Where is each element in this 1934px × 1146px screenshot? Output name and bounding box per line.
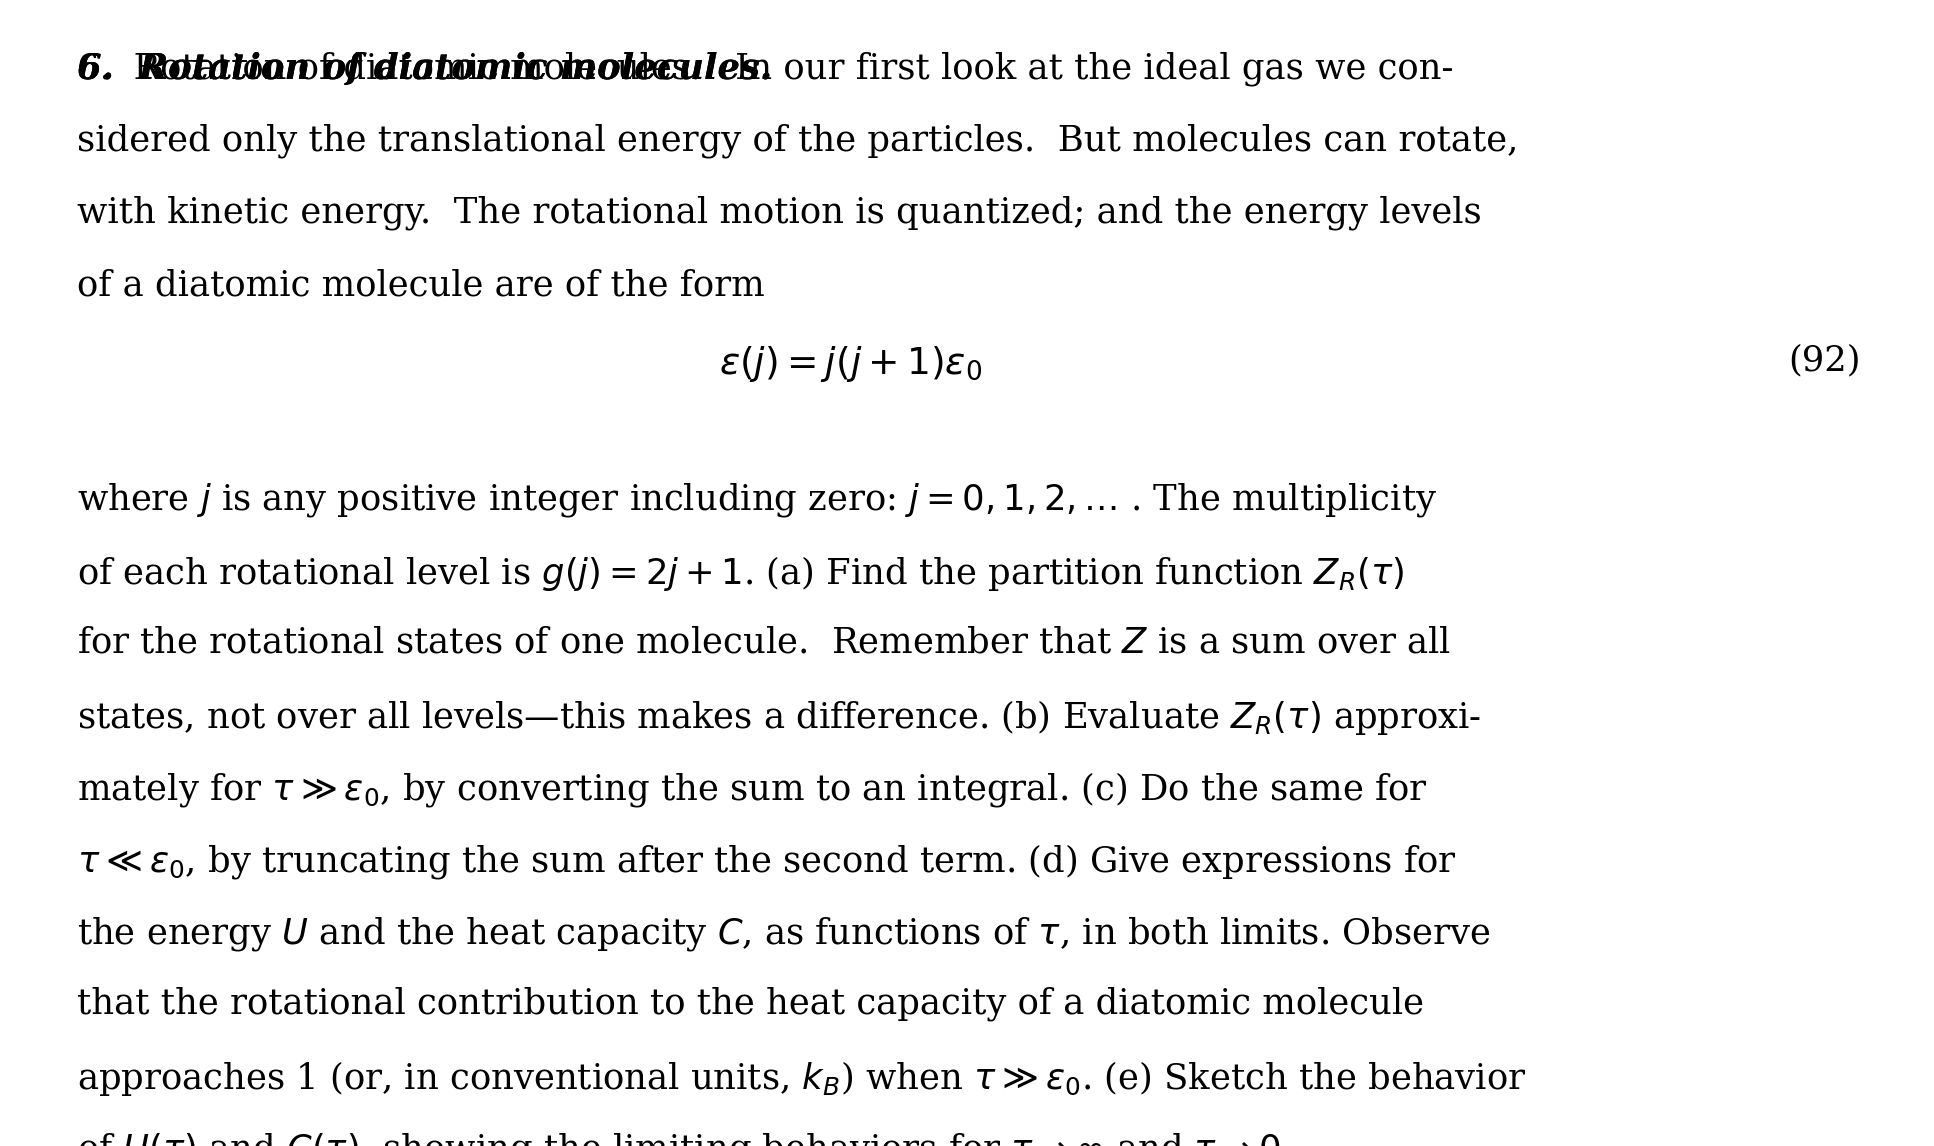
Text: for the rotational states of one molecule.  Remember that $Z$ is a sum over all: for the rotational states of one molecul… [77, 626, 1452, 660]
Text: the energy $U$ and the heat capacity $C$, as functions of $\tau$, in both limits: the energy $U$ and the heat capacity $C$… [77, 915, 1491, 952]
Text: $\tau \ll \varepsilon_0$, by truncating the sum after the second term. (d) Give : $\tau \ll \varepsilon_0$, by truncating … [77, 842, 1456, 881]
Text: 6.  Rotation of diatomic molecules.: 6. Rotation of diatomic molecules. [77, 52, 772, 86]
Text: mately for $\tau \gg \varepsilon_0$, by converting the sum to an integral. (c) D: mately for $\tau \gg \varepsilon_0$, by … [77, 770, 1427, 809]
Text: (92): (92) [1789, 344, 1861, 378]
Text: of $U(\tau)$ and $C(\tau)$, showing the limiting behaviors for $\tau \rightarrow: of $U(\tau)$ and $C(\tau)$, showing the … [77, 1131, 1292, 1146]
Text: sidered only the translational energy of the particles.  But molecules can rotat: sidered only the translational energy of… [77, 124, 1518, 158]
Text: states, not over all levels—this makes a difference. (b) Evaluate $Z_R(\tau)$ ap: states, not over all levels—this makes a… [77, 698, 1481, 737]
Text: of each rotational level is $g(j) = 2j + 1$. (a) Find the partition function $Z_: of each rotational level is $g(j) = 2j +… [77, 554, 1404, 592]
Text: 6.  Rotation of diatomic molecules.   In our first look at the ideal gas we con-: 6. Rotation of diatomic molecules. In ou… [77, 52, 1454, 86]
Text: 6.  Rotation of diatomic molecules.   In our first look at the ideal gas we con-: 6. Rotation of diatomic molecules. In ou… [77, 52, 1454, 86]
Text: that the rotational contribution to the heat capacity of a diatomic molecule: that the rotational contribution to the … [77, 987, 1423, 1021]
Text: where $j$ is any positive integer including zero: $j = 0, 1, 2, \ldots$ . The mu: where $j$ is any positive integer includ… [77, 481, 1437, 519]
Text: $\varepsilon(j) = j(j + 1)\varepsilon_0$: $\varepsilon(j) = j(j + 1)\varepsilon_0$ [719, 344, 982, 384]
Text: approaches 1 (or, in conventional units, $k_B$) when $\tau \gg \varepsilon_0$. (: approaches 1 (or, in conventional units,… [77, 1059, 1526, 1098]
Text: with kinetic energy.  The rotational motion is quantized; and the energy levels: with kinetic energy. The rotational moti… [77, 196, 1481, 230]
Text: 6.  Rotation of diatomic molecules.: 6. Rotation of diatomic molecules. [77, 52, 772, 86]
Text: of a diatomic molecule are of the form: of a diatomic molecule are of the form [77, 268, 766, 303]
